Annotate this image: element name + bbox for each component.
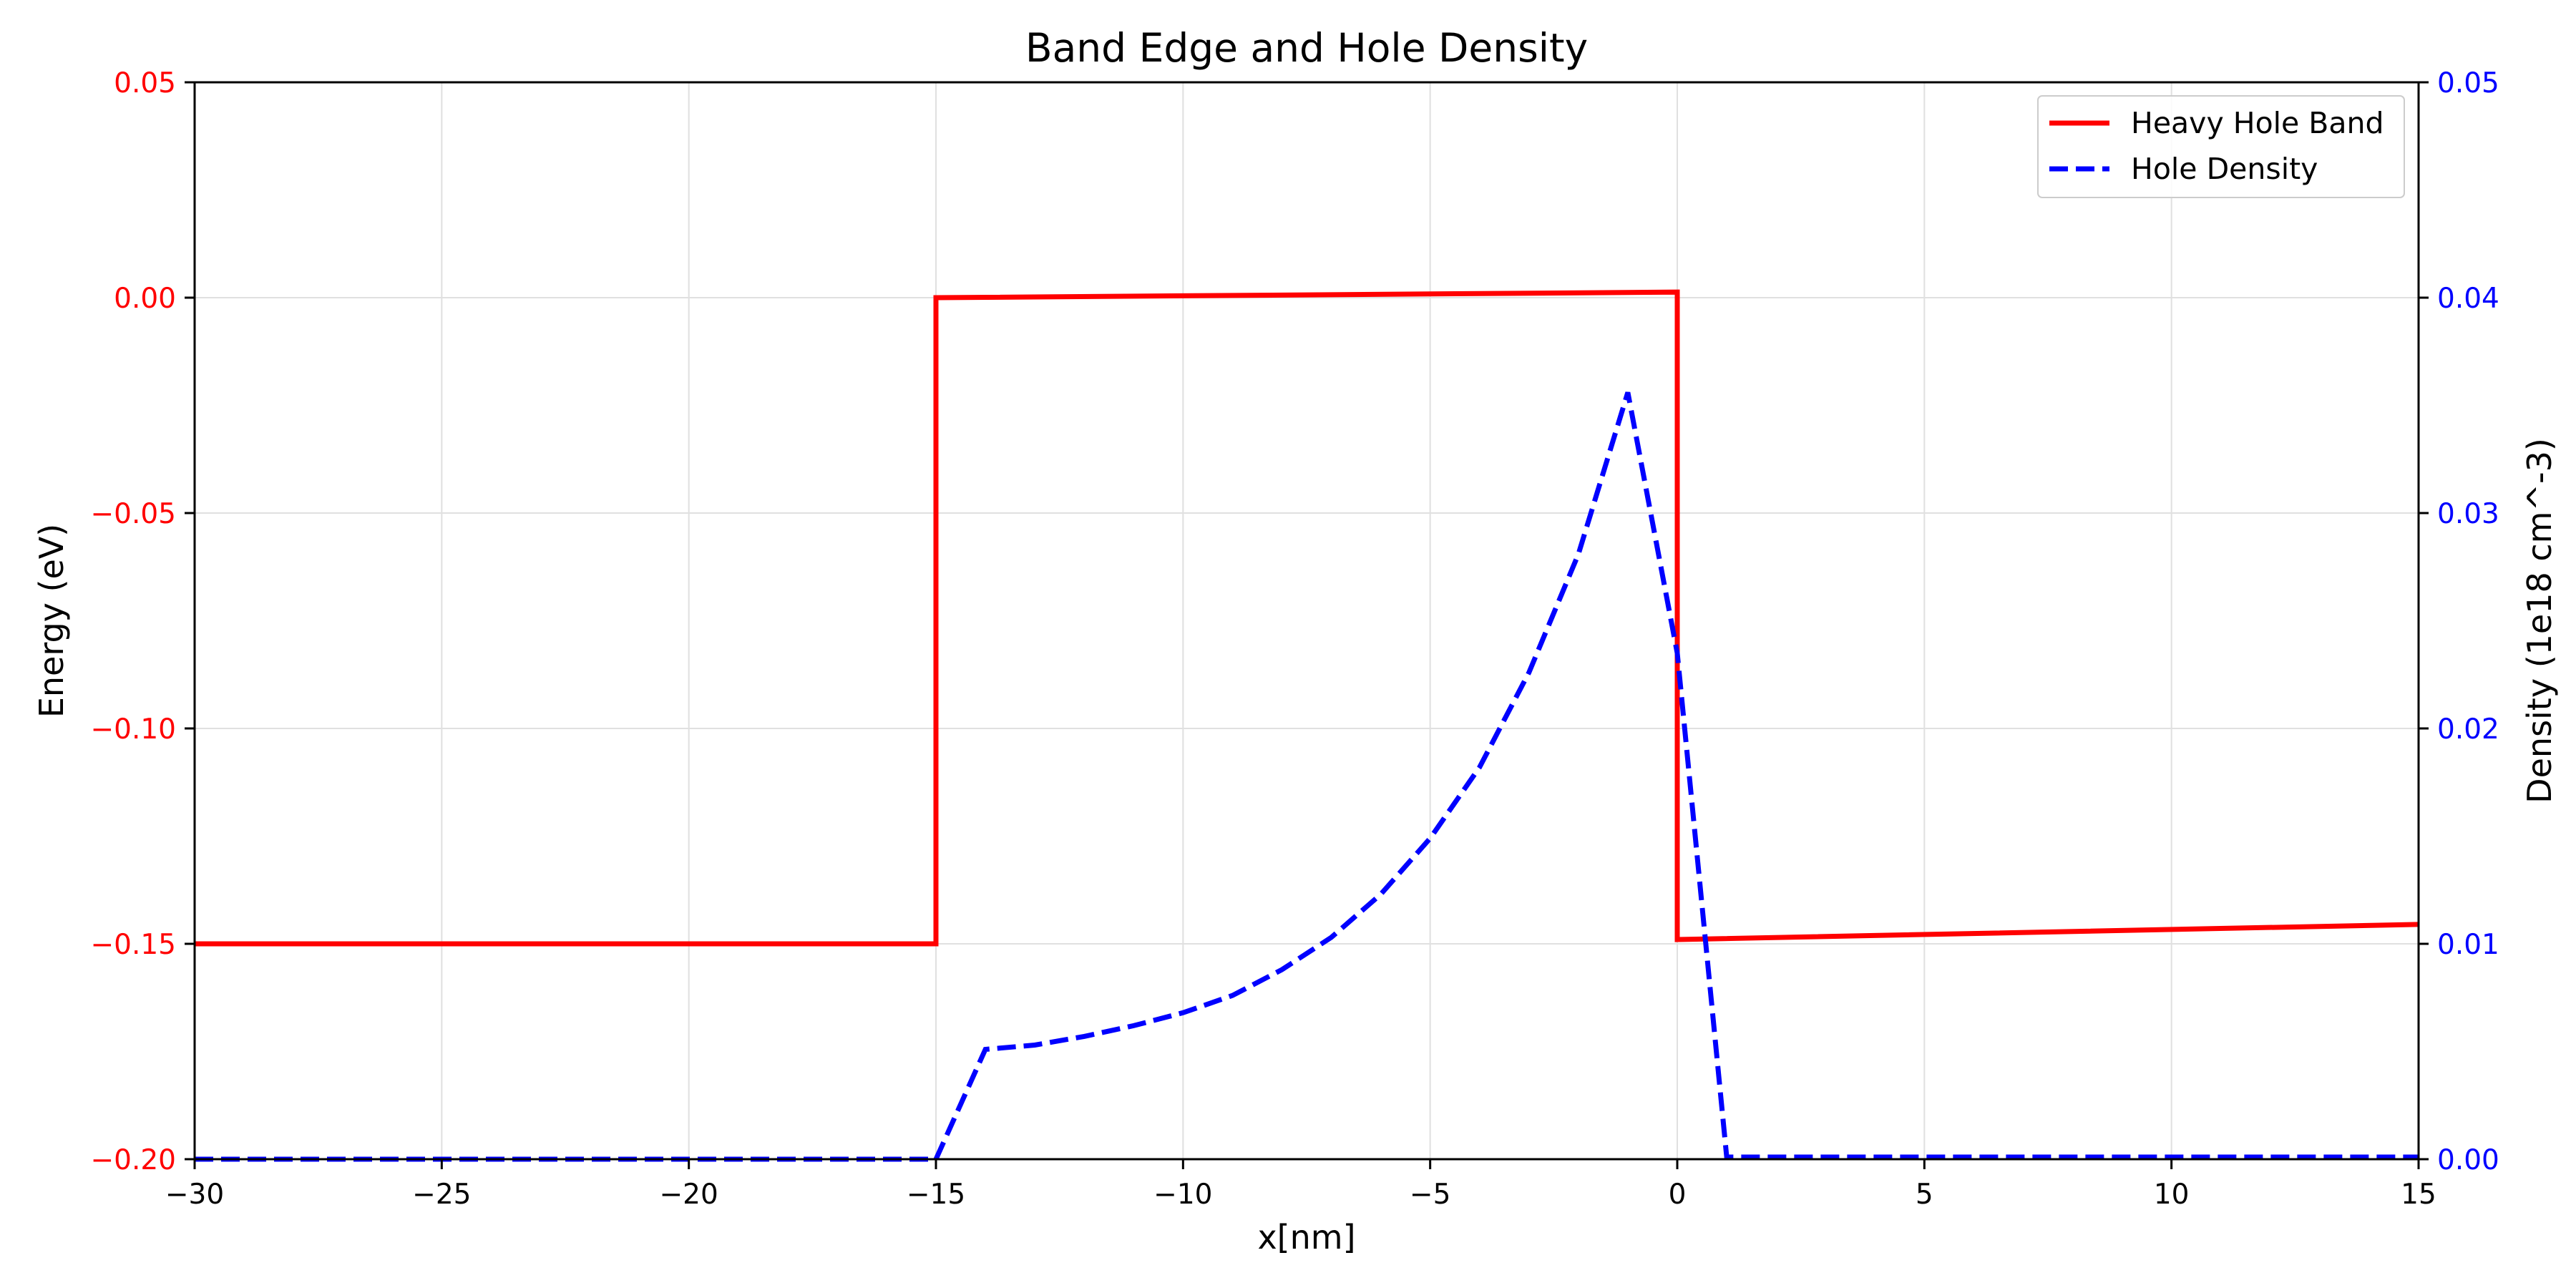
heavy-hole-band-line <box>195 289 2419 947</box>
x-tick-label: −10 <box>1153 1179 1212 1211</box>
right-tick-label: 0.03 <box>2437 498 2499 530</box>
x-tick-label: 0 <box>1669 1179 1687 1211</box>
x-tick-label: −5 <box>1410 1179 1451 1211</box>
plot-frame <box>193 81 2420 1161</box>
x-tick-label: −15 <box>907 1179 965 1211</box>
x-tick-label: −30 <box>165 1179 224 1211</box>
left-tick-label: −0.15 <box>90 929 176 961</box>
right-tick-label: 0.04 <box>2437 283 2499 315</box>
chart-title: Band Edge and Hole Density <box>1025 25 1588 71</box>
legend-box <box>2037 95 2405 198</box>
left-axis-title: Energy (eV) <box>32 524 71 718</box>
x-axis-title: x[nm] <box>1257 1218 1355 1257</box>
right-tick-label: 0.05 <box>2437 67 2499 99</box>
legend-label-hole-density: Hole Density <box>2131 152 2318 186</box>
legend-label-heavy-hole-band: Heavy Hole Band <box>2131 106 2384 140</box>
x-axis-ticks: −30 −25 −20 −15 −10 −5 0 5 10 15 <box>165 1159 2436 1211</box>
x-tick-label: −25 <box>412 1179 471 1211</box>
right-tick-label: 0.00 <box>2437 1144 2499 1176</box>
left-tick-label: −0.10 <box>90 713 176 746</box>
left-tick-label: −0.05 <box>90 498 176 530</box>
x-tick-label: 5 <box>1916 1179 1933 1211</box>
left-tick-label: −0.20 <box>90 1144 176 1176</box>
right-tick-label: 0.01 <box>2437 929 2499 961</box>
hole-density-line <box>195 391 2419 1162</box>
right-axis-ticks: 0.00 0.01 0.02 0.03 0.04 0.05 <box>2419 67 2499 1176</box>
left-tick-label: 0.05 <box>114 67 176 99</box>
series-layer <box>195 289 2419 1162</box>
right-axis-title: Density (1e18 cm^-3) <box>2520 438 2559 804</box>
x-tick-label: 15 <box>2401 1179 2436 1211</box>
left-tick-label: 0.00 <box>114 283 176 315</box>
x-tick-label: 10 <box>2154 1179 2190 1211</box>
x-tick-label: −20 <box>660 1179 718 1211</box>
legend: Heavy Hole Band Hole Density <box>2037 95 2405 198</box>
left-axis-ticks: −0.20 −0.15 −0.10 −0.05 0.00 0.05 <box>90 67 195 1176</box>
right-tick-label: 0.02 <box>2437 713 2499 746</box>
